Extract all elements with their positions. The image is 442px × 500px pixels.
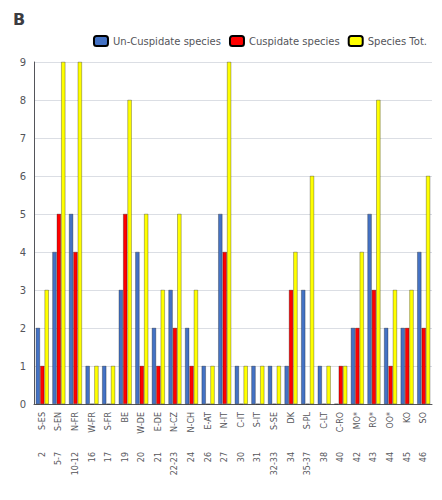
svg-text:S-PL: S-PL bbox=[303, 411, 312, 429]
svg-text:46: 46 bbox=[419, 452, 428, 462]
svg-text:S-FR: S-FR bbox=[104, 412, 113, 431]
svg-text:40: 40 bbox=[336, 452, 345, 462]
svg-text:42: 42 bbox=[353, 452, 362, 462]
svg-text:BE: BE bbox=[121, 412, 130, 423]
svg-text:N-CH: N-CH bbox=[187, 412, 196, 432]
svg-text:43: 43 bbox=[369, 452, 378, 462]
svg-text:C-LT: C-LT bbox=[320, 412, 329, 429]
svg-text:6: 6 bbox=[20, 171, 26, 182]
svg-text:7: 7 bbox=[20, 133, 26, 144]
svg-text:19: 19 bbox=[121, 452, 130, 462]
svg-text:DK: DK bbox=[287, 411, 296, 423]
svg-text:S-ES: S-ES bbox=[38, 412, 47, 430]
svg-text:1: 1 bbox=[20, 361, 26, 372]
svg-text:OO*: OO* bbox=[386, 412, 395, 429]
svg-text:S-IT: S-IT bbox=[253, 412, 262, 427]
svg-text:45: 45 bbox=[403, 452, 412, 462]
svg-text:N-FR: N-FR bbox=[71, 412, 80, 431]
svg-text:E-DE: E-DE bbox=[154, 412, 163, 431]
svg-text:Species Tot.: Species Tot. bbox=[368, 36, 427, 47]
svg-text:2: 2 bbox=[38, 452, 47, 457]
svg-text:22-23: 22-23 bbox=[170, 452, 179, 475]
svg-text:26: 26 bbox=[204, 452, 213, 462]
svg-text:W-DE: W-DE bbox=[137, 412, 146, 434]
svg-text:32-33: 32-33 bbox=[270, 452, 279, 475]
svg-text:C-IT: C-IT bbox=[237, 412, 246, 428]
svg-text:N-IT: N-IT bbox=[220, 412, 229, 428]
svg-text:27: 27 bbox=[220, 452, 229, 462]
svg-text:9: 9 bbox=[20, 57, 26, 68]
svg-text:17: 17 bbox=[104, 452, 113, 462]
svg-text:38: 38 bbox=[320, 452, 329, 462]
svg-text:24: 24 bbox=[187, 452, 196, 462]
svg-text:0: 0 bbox=[20, 399, 26, 410]
svg-text:16: 16 bbox=[88, 452, 97, 462]
svg-text:8: 8 bbox=[20, 95, 26, 106]
svg-text:44: 44 bbox=[386, 452, 395, 462]
svg-text:4: 4 bbox=[20, 247, 26, 258]
svg-text:S-EN: S-EN bbox=[54, 412, 63, 431]
svg-text:34: 34 bbox=[287, 452, 296, 462]
svg-text:SO: SO bbox=[419, 412, 428, 423]
svg-text:5-7: 5-7 bbox=[54, 452, 63, 465]
svg-text:31: 31 bbox=[253, 452, 262, 462]
svg-text:N-CZ: N-CZ bbox=[170, 411, 179, 431]
svg-text:10-12: 10-12 bbox=[71, 452, 80, 475]
svg-text:21: 21 bbox=[154, 452, 163, 462]
svg-text:35-37: 35-37 bbox=[303, 452, 312, 475]
svg-text:Un-Cuspidate species: Un-Cuspidate species bbox=[113, 36, 221, 47]
svg-text:KO: KO bbox=[403, 412, 412, 423]
svg-text:S-SE: S-SE bbox=[270, 412, 279, 430]
svg-text:20: 20 bbox=[137, 452, 146, 462]
svg-text:3: 3 bbox=[20, 285, 26, 296]
svg-text:E-AT: E-AT bbox=[204, 412, 213, 430]
svg-text:MO*: MO* bbox=[353, 412, 362, 429]
svg-text:C-RO: C-RO bbox=[336, 412, 345, 432]
svg-text:RO*: RO* bbox=[369, 412, 378, 428]
svg-text:5: 5 bbox=[20, 209, 26, 220]
svg-text:B: B bbox=[13, 10, 25, 29]
svg-text:Cuspidate species: Cuspidate species bbox=[249, 36, 340, 47]
svg-text:W-FR: W-FR bbox=[88, 412, 97, 433]
svg-text:2: 2 bbox=[20, 323, 26, 334]
svg-text:30: 30 bbox=[237, 452, 246, 462]
